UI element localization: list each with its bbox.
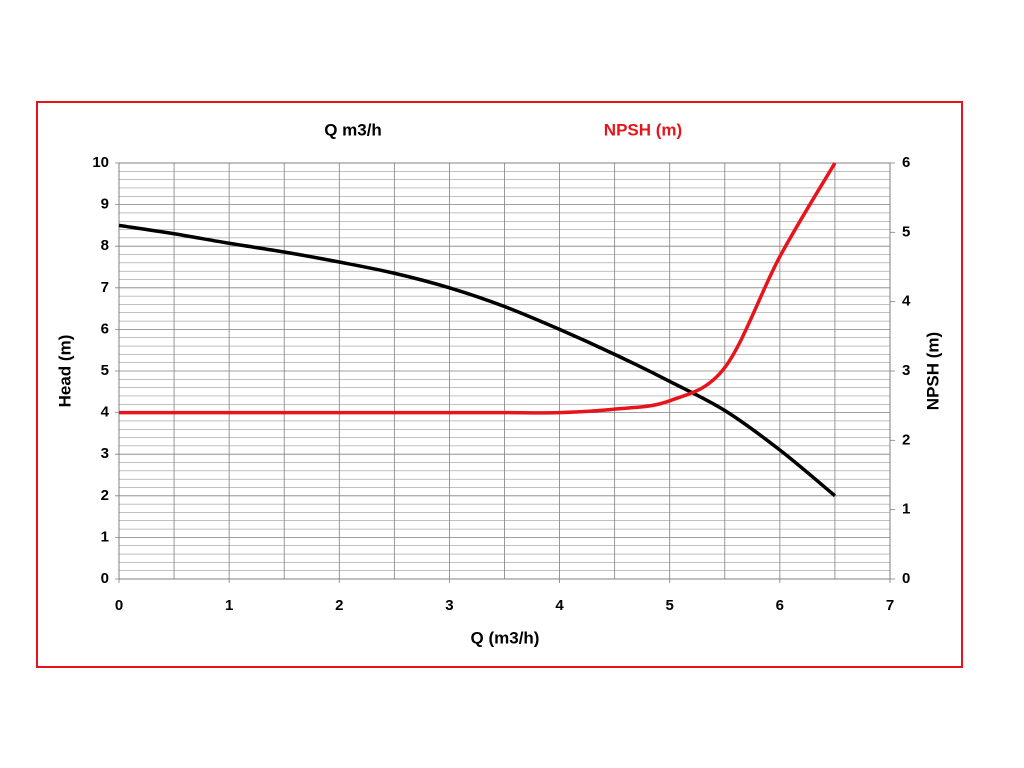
x-tick-label: 3	[445, 597, 453, 614]
y-tick-label: 6	[101, 320, 109, 337]
y-tick-label: 10	[92, 154, 109, 171]
x-tick-label: 6	[776, 597, 784, 614]
y2-tick-label: 4	[902, 293, 911, 310]
y-tick-label: 8	[101, 237, 109, 254]
y-tick-label: 5	[101, 362, 109, 379]
chart-subtitle: NPSH (m)	[604, 120, 682, 139]
y2-tick-label: 0	[902, 570, 910, 587]
x-tick-label: 5	[666, 597, 674, 614]
plot-border	[118, 162, 891, 580]
y2-tick-label: 6	[902, 154, 910, 171]
y-tick-label: 4	[101, 404, 110, 421]
y2-tick-label: 5	[902, 223, 910, 240]
x-tick-label: 1	[225, 597, 233, 614]
x-tick-label: 4	[555, 597, 564, 614]
y2-axis-label: NPSH (m)	[923, 332, 942, 410]
x-tick-label: 7	[886, 597, 894, 614]
y2-tick-label: 3	[902, 362, 910, 379]
y-tick-label: 7	[101, 279, 109, 296]
y-tick-label: 0	[101, 570, 109, 587]
y-tick-label: 1	[101, 528, 109, 545]
y2-tick-label: 2	[902, 431, 910, 448]
x-tick-label: 0	[115, 597, 123, 614]
frame	[36, 101, 963, 668]
series-line	[119, 162, 837, 415]
y-tick-label: 2	[101, 487, 109, 504]
x-axis-label: Q (m3/h)	[471, 628, 540, 647]
y2-tick-label: 1	[902, 501, 910, 518]
series-line	[118, 223, 837, 498]
y-tick-label: 3	[101, 445, 109, 462]
y-axis-label: Head (m)	[55, 335, 74, 408]
y-tick-label: 9	[101, 196, 109, 213]
x-tick-label: 2	[335, 597, 343, 614]
chart-title: Q m3/h	[324, 120, 382, 139]
